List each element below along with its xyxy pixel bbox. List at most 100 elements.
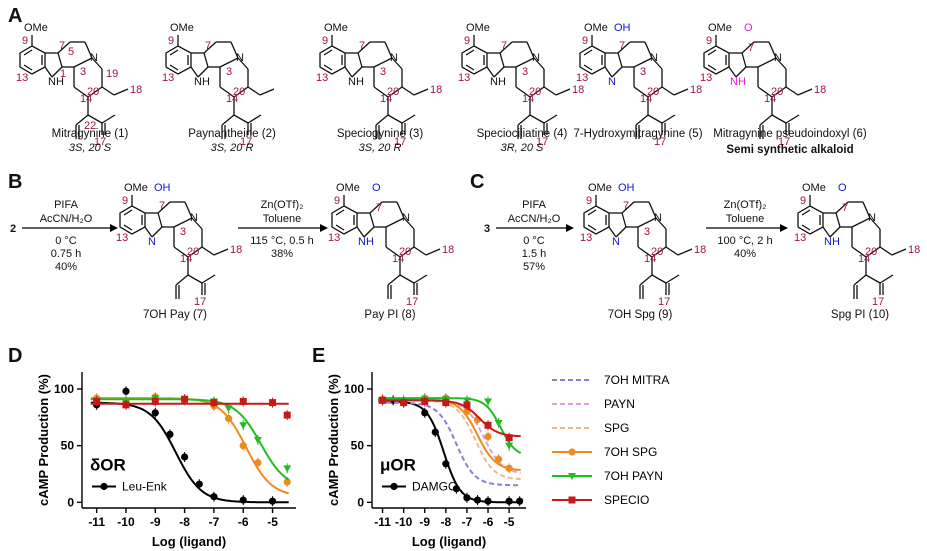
panel-B-step1-conditions: PIFA AcCN/H₂O 0 °C 0.75 h 40% [40,199,93,273]
x-tick-label: -6 [483,515,494,529]
svg-text:7: 7 [842,202,848,214]
legend-marker [568,473,576,480]
svg-text:13: 13 [116,232,128,244]
svg-text:0 °C: 0 °C [523,235,545,247]
caption-speciogynine: Speciogynine (3) [337,128,423,140]
panel-B-arrowhead-2 [320,224,328,232]
panel-label-B: B [8,171,22,193]
svg-text:14: 14 [640,93,652,105]
svg-text:38%: 38% [271,248,293,260]
y-axis-label: cAMP Production (%) [326,374,341,506]
svg-text:N: N [402,212,410,224]
data-point [463,401,471,409]
svg-text:20: 20 [865,246,877,258]
data-point [484,433,492,441]
caption-7-hydroxymitragynine: 7-Hydroxymitragynine (5) [573,128,702,140]
caption-mitragynine-pseudoindoxyl: Mitragynine pseudoindoxyl (6) [713,128,867,140]
panel-B-step2-conditions: Zn(OTf)₂ Toluene 115 °C, 0.5 h 38% [250,199,314,260]
svg-text:13: 13 [162,72,174,84]
svg-text:17: 17 [240,136,252,148]
stereo-mitragynine: 3S, 20 S [69,142,112,154]
stereo-speciogynine: 3S, 20 R [359,142,402,154]
panel-C-step1-conditions: PIFA AcCN/H₂O 0 °C 1.5 h 57% [508,199,561,273]
legend-marker [568,496,576,504]
svg-text:N: N [612,236,620,248]
svg-text:NH: NH [348,76,364,88]
x-tick-label: -5 [504,515,515,529]
svg-text:OMe: OMe [588,182,612,194]
svg-text:40%: 40% [734,248,756,260]
y-tick-label: 0 [357,495,364,509]
svg-text:Zn(OTf)₂: Zn(OTf)₂ [261,199,304,211]
svg-text:100 °C, 2 h: 100 °C, 2 h [717,235,772,247]
svg-text:17: 17 [872,296,884,308]
data-point [494,420,503,427]
legend-label: 7OH MITRA [604,373,669,387]
svg-text:7: 7 [501,40,507,52]
data-point [505,464,513,472]
data-point [283,478,291,486]
svg-text:14: 14 [180,253,192,265]
svg-text:20: 20 [387,86,399,98]
svg-text:22: 22 [84,120,96,132]
panel-label-E: E [312,345,325,367]
svg-text:57%: 57% [523,261,545,273]
svg-text:N: N [774,52,782,64]
x-tick-label: -11 [88,515,105,529]
x-tick-label: -10 [117,515,135,529]
svg-text:18: 18 [442,244,454,256]
data-point [210,493,218,501]
svg-text:N: N [650,52,658,64]
chart-mu-opioid: 0 50 100 -11 -10 -9 -8 -7 -6 -5 Log (ligand) cAMP P… [326,372,526,549]
x-axis-label: Log (ligand) [412,534,486,549]
svg-text:OMe: OMe [324,22,348,34]
svg-text:13: 13 [316,72,328,84]
svg-text:14: 14 [392,253,404,265]
svg-text:7: 7 [159,200,165,212]
svg-text:OMe: OMe [124,182,148,194]
inline-legend: Leu-Enk [92,479,168,493]
legend-shared: 7OH MITRA PAYN SPG 7OH SPG 7OH PAYN SPECIO [552,373,669,507]
inline-legend: DAMGO [382,479,457,493]
data-point [253,437,262,444]
svg-text:NH: NH [194,76,210,88]
svg-text:5: 5 [68,46,74,58]
x-axis-label: Log (ligand) [152,534,226,549]
panel-B-arrowhead-1 [110,224,118,232]
svg-text:3: 3 [522,66,528,78]
svg-text:14: 14 [644,253,656,265]
panel-C-product-label: Spg PI (10) [831,309,889,321]
svg-text:9: 9 [22,35,28,47]
svg-text:18: 18 [130,84,142,96]
svg-text:3: 3 [380,66,386,78]
svg-text:OMe: OMe [584,22,608,34]
data-point [181,395,189,403]
structure-spg-pi: OMe O NH N 9 7 13 14 20 18 17 [794,182,920,308]
svg-text:7: 7 [748,42,754,54]
x-tick-label: -8 [179,515,190,529]
svg-text:13: 13 [458,72,470,84]
svg-text:17: 17 [194,296,206,308]
receptor-label: μOR [380,456,416,475]
svg-text:Zn(OTf)₂: Zn(OTf)₂ [724,199,767,211]
x-tick-label: -10 [395,515,413,529]
svg-text:115 °C, 0.5 h: 115 °C, 0.5 h [250,235,314,247]
panel-C-arrowhead-1 [566,224,574,232]
svg-text:AcCN/H₂O: AcCN/H₂O [40,213,93,225]
data-point [239,422,248,430]
y-axis-label: cAMP Production (%) [36,374,51,506]
svg-text:PIFA: PIFA [54,199,79,211]
svg-text:N: N [608,76,616,88]
data-point [505,442,514,450]
data-point [239,442,247,450]
caption-paynantheine: Paynantheine (2) [188,128,276,140]
series-7oh-mitra [378,401,521,487]
svg-text:18: 18 [908,244,920,256]
x-tick-label: -5 [267,515,278,529]
svg-text:9: 9 [122,195,128,207]
svg-text:N: N [90,52,98,64]
data-point [505,497,513,505]
data-point [283,411,291,419]
